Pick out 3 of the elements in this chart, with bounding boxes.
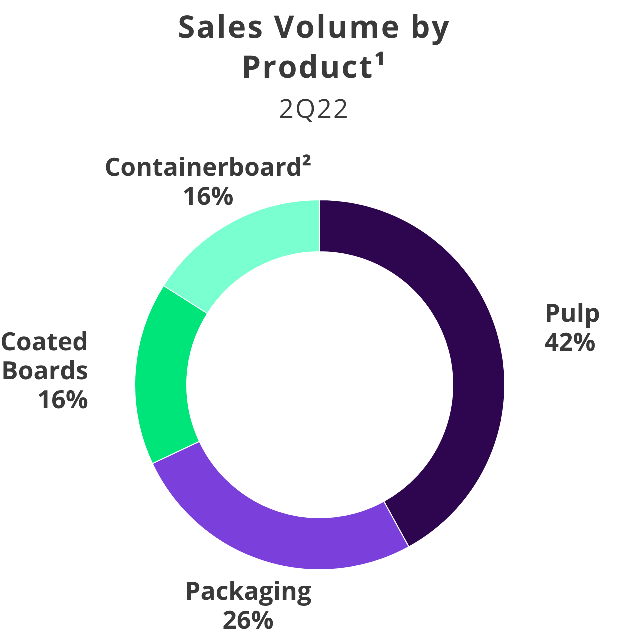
chart-subtitle: 2Q22 — [279, 90, 350, 126]
chart-title: Sales Volume by Product¹ — [178, 6, 451, 88]
slice-label: Pulp — [544, 296, 600, 330]
